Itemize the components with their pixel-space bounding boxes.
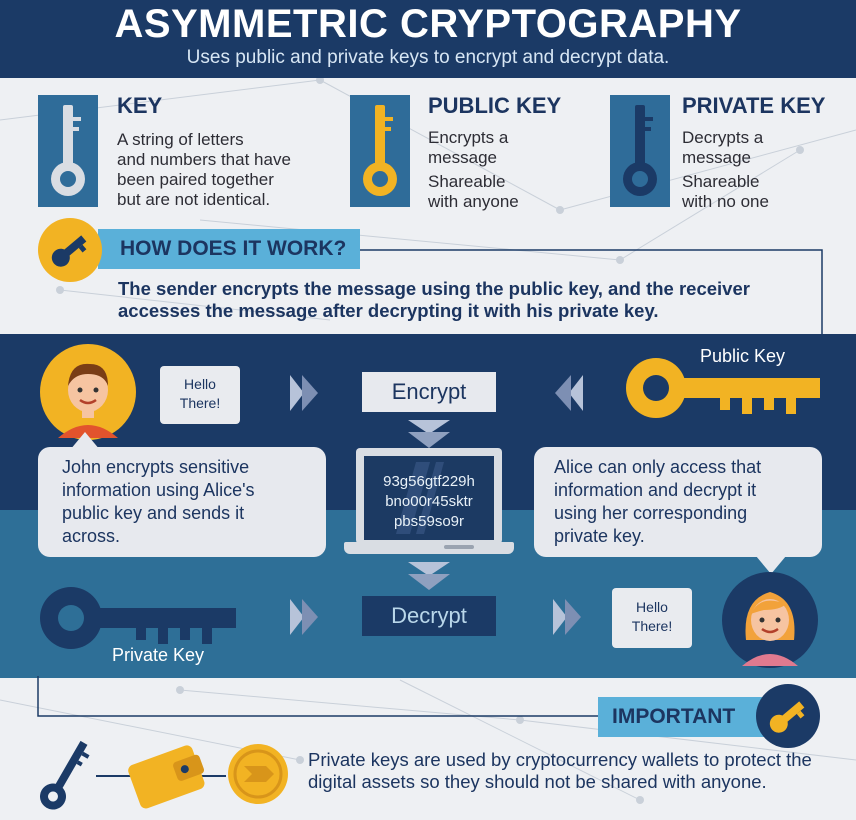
private-key-icon — [40, 587, 236, 649]
bubble-tail — [756, 556, 786, 574]
arrow-right-icon — [290, 599, 318, 635]
navy-key-icon — [623, 105, 657, 196]
arrow-down-icon — [408, 562, 450, 590]
def-public-key-text: Encrypts a message Shareable with anyone — [428, 128, 519, 211]
arrow-down-icon — [408, 420, 450, 448]
public-key-icon — [626, 358, 820, 418]
def-public-key-title: PUBLIC KEY — [428, 93, 562, 118]
alice-message-note: Hello There! — [612, 588, 692, 648]
john-message-note: Hello There! — [160, 366, 240, 424]
page-title: ASYMMETRIC CRYPTOGRAPHY — [114, 2, 742, 46]
decrypt-button[interactable]: Decrypt — [362, 596, 496, 636]
how-heading: HOW DOES IT WORK? — [120, 237, 347, 260]
private-key-label: Private Key — [112, 645, 205, 665]
def-private-key-title: PRIVATE KEY — [682, 93, 826, 118]
important-connector-line — [37, 676, 602, 717]
encrypt-button[interactable]: Encrypt — [362, 372, 496, 412]
silver-key-icon — [51, 105, 85, 196]
key-icon-box — [38, 95, 98, 207]
def-key-text: A string of letters and numbers that have… — [117, 130, 291, 209]
important-heading: IMPORTANT — [612, 705, 736, 728]
private-key-icon-box — [610, 95, 670, 207]
alice-speech-bubble: Alice can only access that information an… — [534, 447, 822, 557]
important-key-badge — [756, 684, 820, 748]
important-description: Private keys are used by cryptocurrency … — [308, 749, 812, 792]
bubble-tail — [70, 432, 100, 450]
key-icon — [51, 235, 87, 267]
ciphertext: 93g56gtf229h bno00r45sktr pbs59so9r — [383, 473, 475, 530]
how-description: The sender encrypts the message using th… — [118, 278, 750, 321]
arrow-left-icon — [555, 375, 583, 411]
arrow-right-icon — [290, 375, 318, 411]
wallet-icon — [128, 745, 205, 809]
public-key-icon-box — [350, 95, 410, 207]
wallet-illustration — [40, 740, 288, 810]
arrow-right-icon — [553, 599, 581, 635]
important-heading-banner: IMPORTANT — [598, 697, 768, 737]
navy-key-icon — [40, 740, 90, 810]
public-key-label: Public Key — [700, 346, 786, 366]
how-key-badge — [38, 218, 102, 282]
alice-avatar — [722, 572, 818, 668]
gold-key-icon — [363, 105, 397, 196]
header-banner: ASYMMETRIC CRYPTOGRAPHY Uses public and … — [0, 0, 856, 78]
john-speech-bubble: John encrypts sensitive information using… — [38, 447, 326, 557]
key-icon — [769, 701, 805, 733]
laptop-screen: 93g56gtf229h bno00r45sktr pbs59so9r — [364, 456, 494, 540]
how-connector-line — [360, 249, 823, 334]
def-private-key-text: Decrypts a message Shareable with no one — [682, 128, 769, 211]
def-key-title: KEY — [117, 93, 163, 118]
laptop-base — [344, 542, 514, 554]
page-subtitle: Uses public and private keys to encrypt … — [186, 47, 670, 68]
john-avatar — [40, 344, 136, 440]
how-heading-banner: HOW DOES IT WORK? — [98, 229, 360, 269]
coin-icon — [228, 744, 288, 804]
screen-glare — [396, 462, 444, 534]
